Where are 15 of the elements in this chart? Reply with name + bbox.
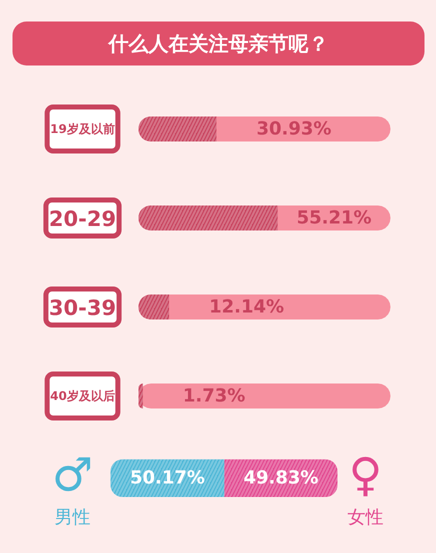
data-label: 30.93% xyxy=(256,118,332,140)
data-label: 55.21% xyxy=(296,208,372,228)
series-label: 男性 xyxy=(54,507,90,528)
y-tick-label: 40岁及以后 xyxy=(50,389,115,403)
data-label: 50.17% xyxy=(130,468,205,489)
chart-title: 什么人在关注母亲节呢？ xyxy=(108,32,328,56)
text: ♂ xyxy=(52,447,94,502)
y-tick-label: 30-39 xyxy=(48,296,116,320)
y-tick-label: 19岁及以前 xyxy=(50,122,115,136)
data-label: 12.14% xyxy=(209,296,284,318)
data-label: 1.73% xyxy=(182,386,246,406)
y-tick-label: 20-29 xyxy=(48,207,116,231)
series-label: 女性 xyxy=(348,507,384,528)
data-label: 49.83% xyxy=(243,468,318,489)
text: ♀ xyxy=(348,447,382,502)
